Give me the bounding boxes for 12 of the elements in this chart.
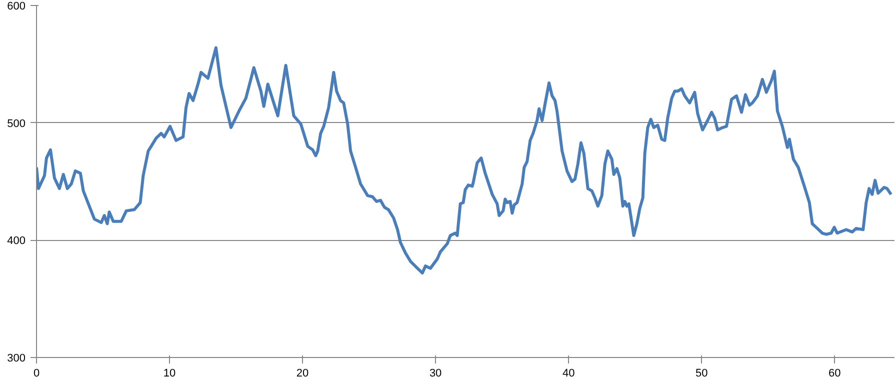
x-tick-label: 40 [562, 368, 575, 380]
line-series [36, 46, 893, 275]
y-tick-label: 600 [7, 0, 26, 12]
y-tick-label: 300 [7, 352, 26, 364]
x-tick-label: 20 [296, 368, 309, 380]
x-tick-label: 60 [828, 368, 841, 380]
y-tick-label: 400 [7, 235, 26, 248]
x-tick-label: 0 [33, 368, 40, 380]
x-tick-label: 30 [429, 368, 442, 380]
x-tick-label: 10 [163, 368, 176, 380]
x-tick-label: 50 [696, 368, 708, 380]
y-tick-label: 500 [7, 118, 26, 130]
